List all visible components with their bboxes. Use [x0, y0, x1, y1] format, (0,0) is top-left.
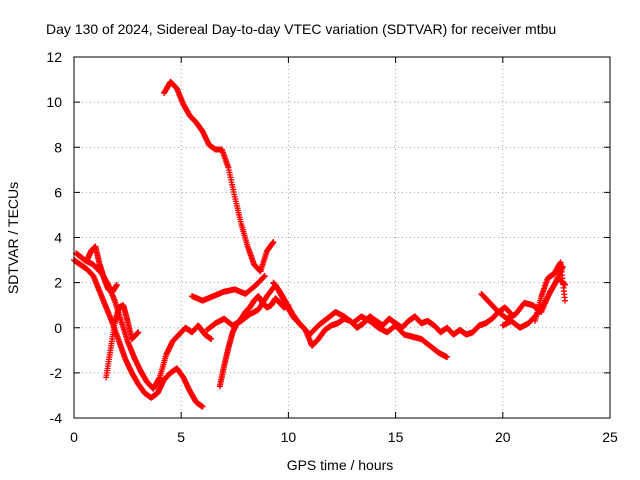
data-series — [71, 78, 568, 410]
y-tick-label: 12 — [46, 49, 62, 65]
grid-lines — [74, 57, 610, 418]
data-point — [444, 354, 451, 361]
y-tick-label: 4 — [54, 230, 62, 246]
x-tick-label: 0 — [70, 429, 78, 445]
y-tick-label: 8 — [54, 139, 62, 155]
data-point — [270, 239, 277, 246]
series-segment-3 — [83, 243, 120, 295]
y-tick-label: -2 — [50, 365, 63, 381]
data-point — [261, 272, 268, 279]
y-tick-label: 2 — [54, 275, 62, 291]
y-tick-label: 0 — [54, 320, 62, 336]
data-point — [561, 297, 568, 304]
y-axis-label: SDTVAR / TECUs — [5, 182, 21, 294]
series-segment-1 — [71, 257, 206, 410]
series-segment-9 — [270, 279, 515, 349]
x-tick-label: 20 — [495, 429, 511, 445]
chart-title: Day 130 of 2024, Sidereal Day-to-day VTE… — [46, 21, 556, 37]
x-tick-label: 25 — [602, 429, 618, 445]
x-axis-label: GPS time / hours — [287, 457, 394, 473]
series-segment-5 — [161, 78, 277, 275]
data-point — [135, 329, 142, 336]
x-tick-label: 15 — [388, 429, 404, 445]
data-point — [113, 281, 120, 288]
series-segment-4 — [103, 302, 142, 381]
y-tick-label: -4 — [50, 410, 63, 426]
series-segment-12 — [531, 259, 568, 324]
series-segment-11 — [499, 263, 566, 331]
axis-ticks: 0 5 10 15 20 25 -4 -2 0 2 4 6 8 10 12 — [46, 49, 618, 445]
y-tick-label: 10 — [46, 94, 62, 110]
x-tick-label: 10 — [281, 429, 297, 445]
data-point — [208, 336, 215, 343]
x-tick-label: 5 — [177, 429, 185, 445]
series-segment-6 — [188, 272, 268, 304]
data-point — [199, 403, 206, 410]
y-tick-label: 6 — [54, 184, 62, 200]
data-point — [261, 273, 268, 280]
